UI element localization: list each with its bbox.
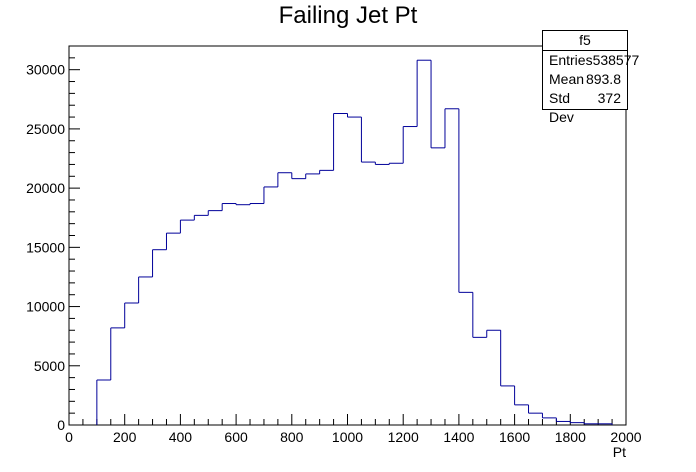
x-tick-label: 0 xyxy=(65,429,73,445)
stats-value: 538577 xyxy=(592,52,640,68)
stats-row-entries: Entries 538577 xyxy=(543,51,639,70)
x-tick-label: 2000 xyxy=(610,429,641,445)
x-tick-label: 200 xyxy=(113,429,137,445)
y-tick-label: 20000 xyxy=(26,180,65,196)
y-tick-label: 0 xyxy=(57,417,65,433)
x-tick-label: 400 xyxy=(169,429,193,445)
stats-label: Entries xyxy=(549,52,593,68)
stats-value: 893.8 xyxy=(585,71,621,87)
y-tick-label: 5000 xyxy=(34,358,65,374)
y-tick-label: 10000 xyxy=(26,299,65,315)
x-tick-label: 1400 xyxy=(443,429,474,445)
chart-title: Failing Jet Pt xyxy=(278,2,418,29)
y-tick-label: 25000 xyxy=(26,121,65,137)
x-tick-label: 1200 xyxy=(388,429,419,445)
y-tick-label: 30000 xyxy=(26,62,65,78)
x-tick-label: 1000 xyxy=(332,429,363,445)
stats-value: 372 xyxy=(597,90,621,106)
x-axis-title: Pt xyxy=(613,444,626,460)
stats-label: Std Dev xyxy=(549,90,574,125)
stats-box: f5 Entries 538577 Mean 893.8 Std Dev 372 xyxy=(542,30,639,125)
x-tick-label: 600 xyxy=(224,429,248,445)
stats-label: Mean xyxy=(549,71,585,87)
stats-row-mean: Mean 893.8 xyxy=(543,70,627,89)
stats-row-std-dev: Std Dev 372 xyxy=(543,89,627,125)
y-tick-label: 15000 xyxy=(26,239,65,255)
stats-box-name: f5 xyxy=(543,31,627,51)
x-tick-label: 1800 xyxy=(555,429,586,445)
x-tick-label: 1600 xyxy=(499,429,530,445)
x-tick-label: 800 xyxy=(280,429,304,445)
